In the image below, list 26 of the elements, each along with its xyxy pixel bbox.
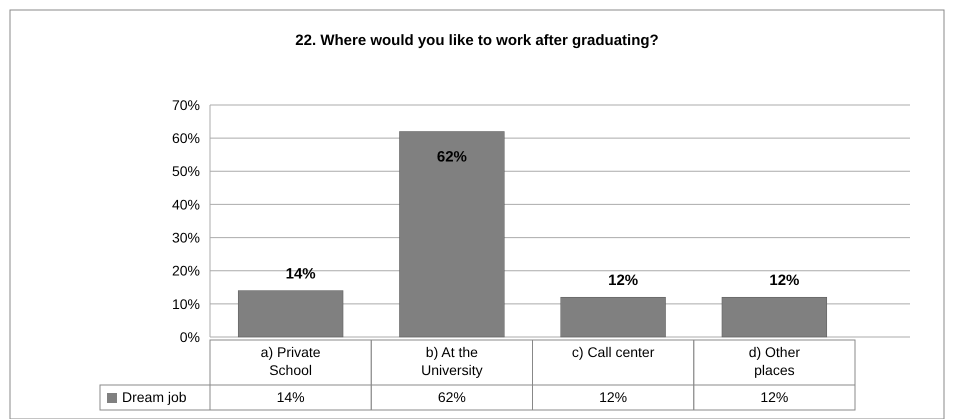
text: 12% (769, 272, 800, 290)
chart-title: 22. Where would you like to work after graduating? (295, 32, 659, 49)
data-label: 62% (438, 389, 466, 405)
y-tick-label: 50% (172, 163, 200, 180)
bar (560, 296, 666, 338)
x-tick-label: d) Other places (748, 344, 800, 378)
y-tick-label: 0% (180, 328, 200, 345)
x-tick-label: c) Call center (572, 344, 655, 360)
y-tick-label: 60% (172, 130, 200, 146)
bar (238, 290, 344, 338)
text: 14% (286, 266, 316, 283)
x-tick-label: a) Private School (260, 344, 321, 378)
data-label: 14% (276, 389, 305, 405)
x-tick-label: b) At the University (421, 344, 483, 378)
y-tick-label: 20% (172, 262, 200, 279)
y-tick-label: 10% (172, 296, 200, 312)
y-tick-label: 40% (172, 196, 200, 212)
y-tick-label: 70% (172, 96, 200, 113)
bar (399, 131, 505, 338)
text: 62% (436, 148, 467, 166)
data-label: 12% (760, 389, 788, 405)
data-label: 12% (599, 389, 628, 405)
text: 12% (608, 272, 638, 290)
legend-label: Dream job (122, 389, 187, 405)
y-tick-label: 30% (172, 229, 200, 246)
bar (722, 296, 828, 338)
